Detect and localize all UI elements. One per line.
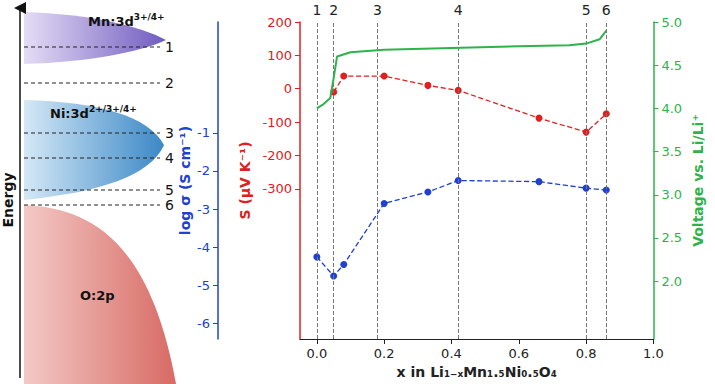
svg-text:-2: -2 [197,163,210,178]
svg-text:4: 4 [454,2,463,18]
svg-text:0.4: 0.4 [441,346,462,361]
svg-text:-4: -4 [197,240,210,255]
svg-text:0: 0 [284,81,292,96]
svg-text:1.0: 1.0 [643,346,664,361]
svg-text:S (μV K⁻¹): S (μV K⁻¹) [237,141,253,219]
svg-text:O:2p: O:2p [80,288,115,303]
svg-text:Ni:3d2+/3+/4+: Ni:3d2+/3+/4+ [50,104,137,121]
svg-text:x in Li₁₋ₓMn₁.₅Ni₀.₅O₄: x in Li₁₋ₓMn₁.₅Ni₀.₅O₄ [397,364,557,380]
svg-text:-200: -200 [262,148,292,163]
svg-text:0.0: 0.0 [306,346,327,361]
svg-text:6: 6 [165,197,174,213]
svg-text:3.5: 3.5 [661,144,682,159]
svg-text:1: 1 [165,39,174,55]
svg-text:-100: -100 [262,115,292,130]
svg-text:1: 1 [312,2,321,18]
svg-text:6: 6 [602,2,611,18]
svg-text:3.0: 3.0 [661,187,682,202]
svg-text:2.5: 2.5 [661,230,682,245]
svg-text:-300: -300 [262,181,292,196]
svg-text:-6: -6 [197,316,210,331]
svg-text:Energy: Energy [0,172,16,227]
svg-text:3: 3 [165,125,174,141]
svg-text:Mn:3d3+/4+: Mn:3d3+/4+ [88,12,165,29]
svg-text:4: 4 [165,150,174,166]
svg-text:0.6: 0.6 [508,346,529,361]
svg-text:-1: -1 [197,125,210,140]
svg-text:0.2: 0.2 [374,346,395,361]
svg-text:200: 200 [267,15,292,30]
svg-text:3: 3 [373,2,382,18]
svg-text:2: 2 [165,75,174,91]
svg-text:4.0: 4.0 [661,101,682,116]
svg-text:2: 2 [329,2,338,18]
svg-text:-3: -3 [197,202,210,217]
svg-text:log σ (S cm⁻¹): log σ (S cm⁻¹) [177,126,193,235]
svg-text:2.0: 2.0 [661,274,682,289]
svg-text:5.0: 5.0 [661,15,682,30]
svg-text:Voltage vs. Li/Li⁺: Voltage vs. Li/Li⁺ [690,114,706,247]
svg-text:100: 100 [267,48,292,63]
svg-text:4.5: 4.5 [661,58,682,73]
svg-text:5: 5 [582,2,591,18]
svg-text:5: 5 [165,182,174,198]
svg-text:0.8: 0.8 [576,346,597,361]
svg-text:-5: -5 [197,278,210,293]
